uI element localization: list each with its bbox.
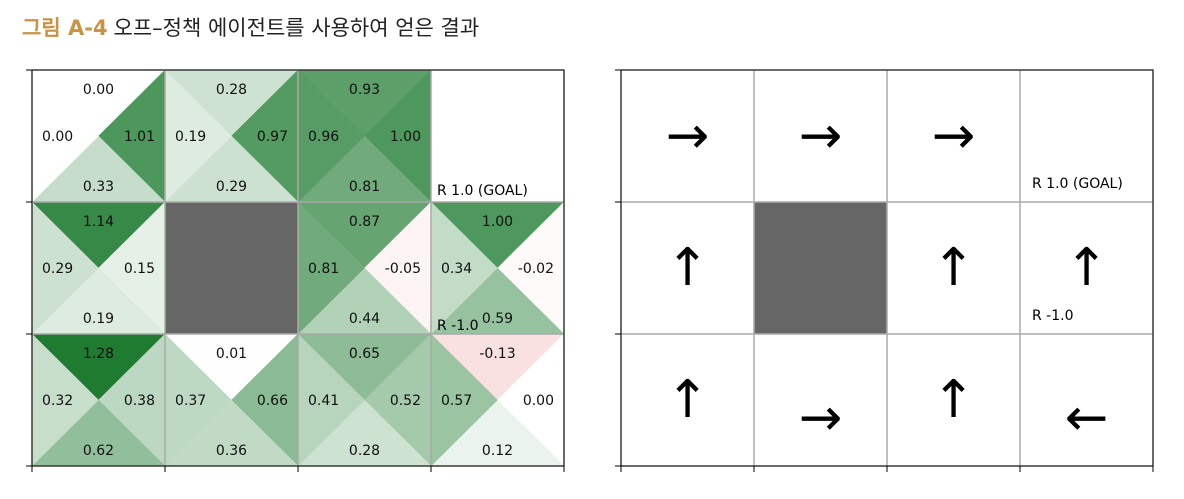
- goal-reward-label: R 1.0 (GOAL): [437, 183, 528, 199]
- goal-reward-label: R 1.0 (GOAL): [1032, 176, 1123, 192]
- penalty-reward-label: R -1.0: [1032, 308, 1074, 324]
- q-value-left: 0.41: [308, 393, 339, 409]
- q-value-left: 0.34: [441, 261, 472, 277]
- q-value-up: 1.14: [83, 214, 114, 230]
- q-value-down: 0.19: [83, 311, 114, 327]
- q-value-grid: 0.00 1.01 0.33 0.00 0.28 0.97 0.29 0.19 0.93 1.00…: [26, 69, 565, 472]
- q-value-down: 0.28: [349, 443, 380, 459]
- figure-title: 오프–정책 에이전트를 사용하여 얻은 결과: [113, 16, 480, 40]
- policy-arrow-right: →: [666, 106, 710, 166]
- figure-caption: 그림 A-4 오프–정책 에이전트를 사용하여 얻은 결과: [22, 12, 479, 42]
- wall-cell: [165, 202, 298, 334]
- policy-arrow-up: ↑: [666, 370, 710, 430]
- policy-arrow-right: →: [799, 388, 843, 448]
- policy-arrow-right: →: [799, 106, 843, 166]
- q-value-right: -0.02: [518, 261, 554, 277]
- policy-arrow-left: ←: [1065, 388, 1109, 448]
- q-value-right: -0.05: [385, 261, 421, 277]
- policy-arrow-right: →: [932, 106, 976, 166]
- wall-cell: [754, 202, 887, 334]
- policy-arrow-up: ↑: [1065, 238, 1109, 298]
- q-value-left: 0.19: [175, 129, 206, 145]
- q-value-up: 0.87: [349, 214, 380, 230]
- q-value-up: 0.01: [216, 346, 247, 362]
- q-value-right: 0.15: [124, 261, 155, 277]
- q-value-up: 1.00: [482, 214, 513, 230]
- policy-arrow-up: ↑: [666, 238, 710, 298]
- q-value-left: 0.37: [175, 393, 206, 409]
- penalty-reward-label: R -1.0: [437, 318, 479, 334]
- q-value-down: 0.33: [83, 179, 114, 195]
- q-value-right: 1.01: [124, 129, 155, 145]
- q-value-left: 0.57: [441, 393, 472, 409]
- q-value-up: -0.13: [479, 346, 515, 362]
- q-value-down: 0.29: [216, 179, 247, 195]
- q-value-right: 1.00: [390, 129, 421, 145]
- q-value-up: 0.00: [83, 82, 114, 98]
- q-value-left: 0.00: [42, 129, 73, 145]
- figure-label: 그림 A-4: [22, 16, 108, 40]
- q-value-down: 0.44: [349, 311, 380, 327]
- q-value-right: 0.97: [257, 129, 288, 145]
- q-value-right: 0.66: [257, 393, 288, 409]
- q-value-up: 0.28: [216, 82, 247, 98]
- q-value-up: 1.28: [83, 346, 114, 362]
- q-value-left: 0.29: [42, 261, 73, 277]
- q-value-left: 0.32: [42, 393, 73, 409]
- policy-grid: → → → ↑ ↑ ↑ ↑ → ↑ ← R 1.0 (GOAL) R -1.0: [615, 69, 1154, 472]
- q-value-down: 0.36: [216, 443, 247, 459]
- goal-cell: [431, 70, 564, 202]
- q-value-right: 0.00: [523, 393, 554, 409]
- policy-arrow-up: ↑: [932, 370, 976, 430]
- q-value-down: 0.12: [482, 443, 513, 459]
- policy-arrow-up: ↑: [932, 238, 976, 298]
- q-value-up: 0.93: [349, 82, 380, 98]
- q-value-up: 0.65: [349, 346, 380, 362]
- q-value-down: 0.62: [83, 443, 114, 459]
- q-value-right: 0.52: [390, 393, 421, 409]
- q-value-left: 0.81: [308, 261, 339, 277]
- q-value-down: 0.59: [482, 311, 513, 327]
- q-value-left: 0.96: [308, 129, 339, 145]
- q-value-down: 0.81: [349, 179, 380, 195]
- q-value-right: 0.38: [124, 393, 155, 409]
